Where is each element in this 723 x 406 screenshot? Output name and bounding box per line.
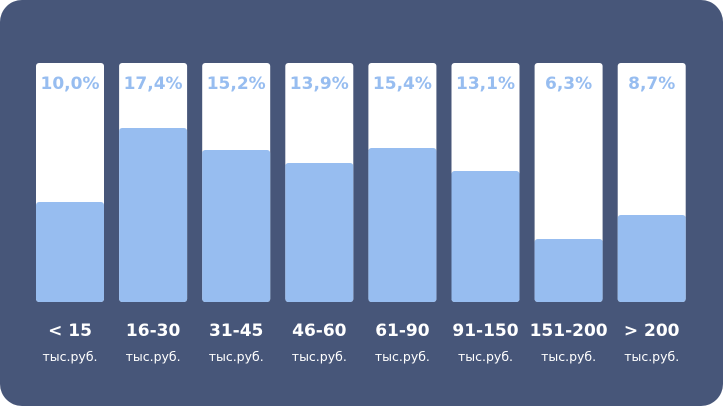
category-label: < 15	[48, 321, 92, 341]
value-label: 15,4%	[373, 74, 432, 94]
unit-label: тыс.руб.	[292, 349, 347, 364]
unit-label: тыс.руб.	[458, 349, 513, 364]
category-label: 31-45	[209, 321, 263, 341]
value-label: 15,2%	[207, 74, 266, 94]
value-label: 17,4%	[124, 74, 183, 94]
category-label: 16-30	[126, 321, 181, 341]
unit-label: тыс.руб.	[126, 349, 181, 364]
category-label: 91-150	[452, 321, 518, 341]
bar	[119, 128, 188, 302]
bar	[36, 202, 104, 302]
value-label: 8,7%	[628, 74, 675, 94]
value-label: 13,9%	[290, 74, 349, 94]
value-label: 6,3%	[545, 74, 592, 94]
category-label: 151-200	[530, 321, 608, 341]
unit-label: тыс.руб.	[375, 349, 430, 364]
category-label: 46-60	[292, 321, 347, 341]
unit-label: тыс.руб.	[541, 349, 596, 364]
bar	[202, 150, 271, 302]
unit-label: тыс.руб.	[42, 349, 97, 364]
unit-label: тыс.руб.	[624, 349, 679, 364]
value-label: 10,0%	[41, 74, 100, 94]
bars-layer	[36, 63, 686, 302]
value-label: 13,1%	[456, 74, 515, 94]
category-label: 61-90	[375, 321, 430, 341]
bar	[285, 163, 354, 302]
bar	[617, 215, 686, 302]
bar	[368, 148, 437, 302]
labels-layer: 10,0% < 15 тыс.руб. 17,4% 16-30 тыс.руб. 15,2%…	[41, 74, 680, 364]
bar	[534, 239, 603, 302]
unit-label: тыс.руб.	[209, 349, 264, 364]
bar	[451, 171, 520, 302]
category-label: > 200	[624, 321, 680, 341]
